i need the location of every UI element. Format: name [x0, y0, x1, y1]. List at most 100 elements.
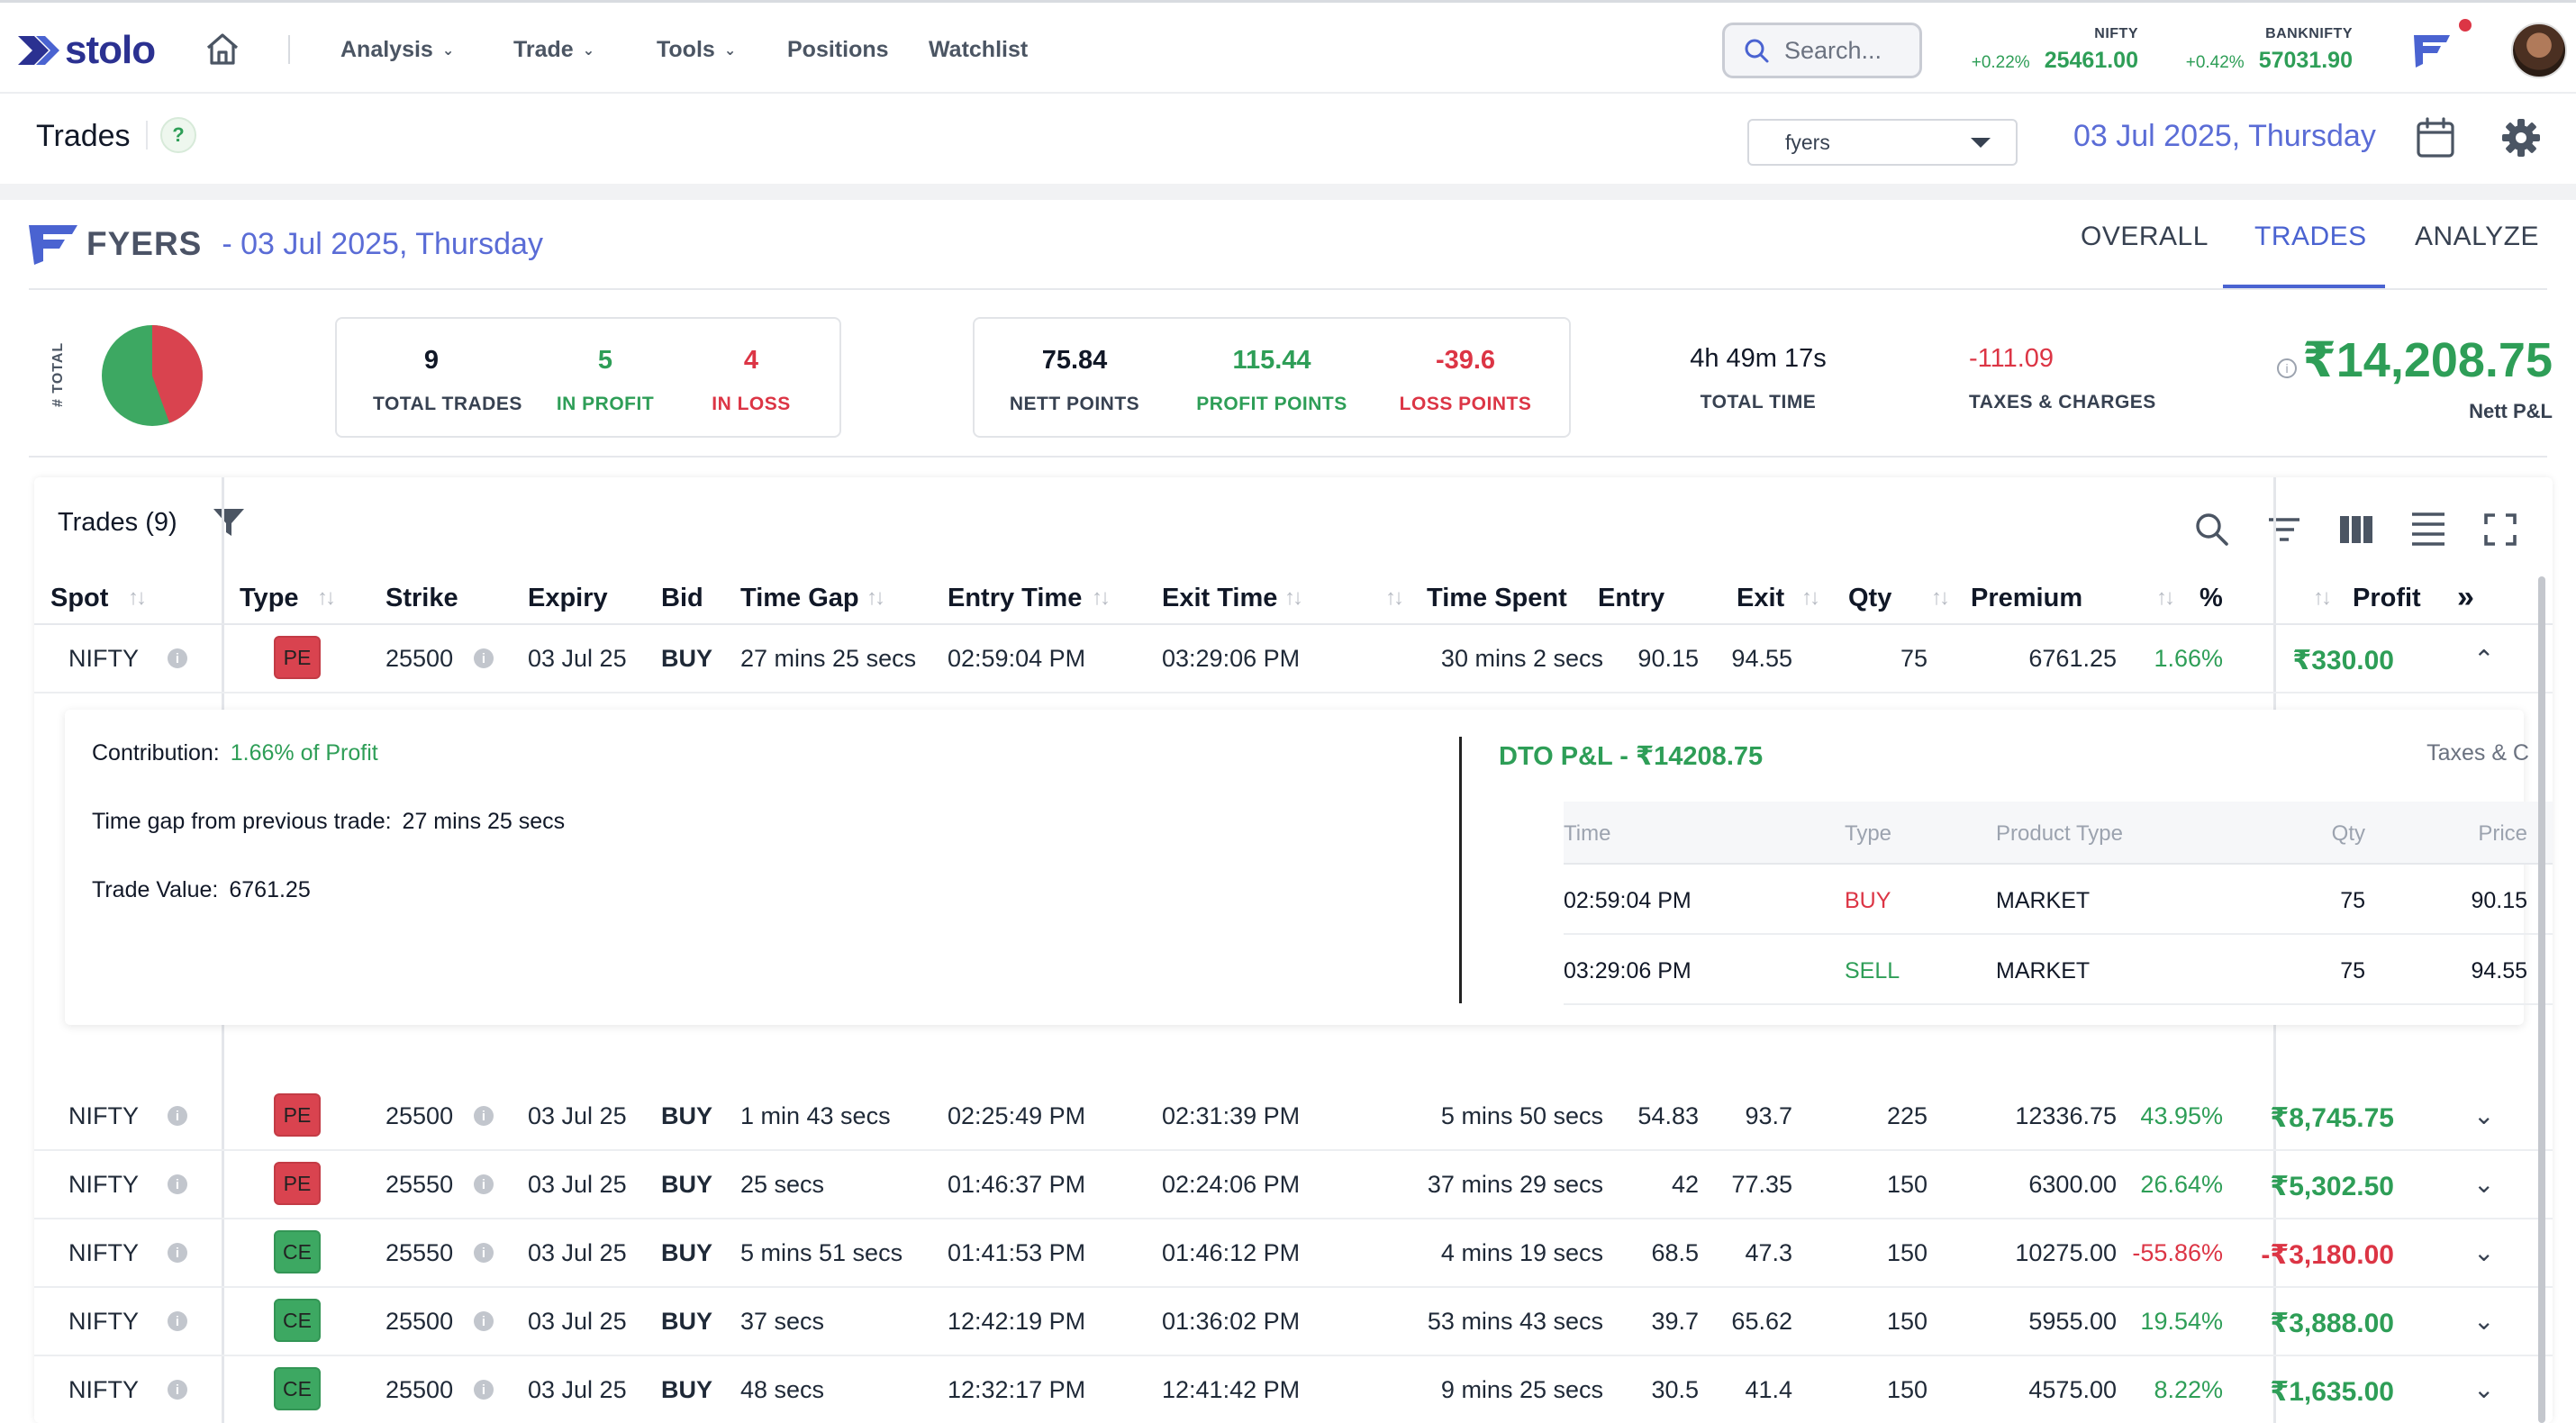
search-icon[interactable] [2192, 510, 2232, 549]
nav-tools[interactable]: Tools ⌄ [657, 37, 737, 62]
sort-icon[interactable]: ↑↓ [1931, 585, 1950, 610]
header-spot[interactable]: Spot [50, 584, 109, 612]
table-row[interactable]: NIFTY i PE 25500 i 03 Jul 25 BUY 27 mins… [34, 625, 2553, 693]
ticker-value: 57031.90 [2258, 48, 2353, 73]
header-time-spent[interactable]: Time Spent [1427, 584, 1567, 612]
info-icon[interactable]: i [474, 1243, 494, 1263]
header-percent[interactable]: % [2200, 584, 2223, 612]
header-strike[interactable]: Strike [385, 584, 458, 612]
expand-icon[interactable]: ⌄ [2473, 1375, 2495, 1403]
stolo-logo-icon [18, 36, 59, 65]
header-exit-time[interactable]: Exit Time [1162, 584, 1278, 612]
info-icon[interactable]: i [168, 1380, 187, 1400]
expand-icon[interactable]: ⌄ [2473, 1238, 2495, 1266]
info-icon[interactable]: i [474, 1311, 494, 1331]
table-row[interactable]: NIFTY i PE 25550 i 03 Jul 25 BUY 25 secs… [34, 1151, 2553, 1219]
info-icon[interactable]: i [474, 1106, 494, 1126]
sort-icon[interactable]: ↑↓ [128, 585, 147, 610]
columns-icon[interactable] [2336, 510, 2376, 549]
info-icon[interactable]: i [474, 648, 494, 668]
cell-exit: 77.35 [1731, 1171, 1792, 1198]
stat-loss-points: -39.6 LOSS POINTS [1389, 346, 1542, 415]
header-premium[interactable]: Premium [1971, 584, 2083, 612]
sort-icon[interactable]: ↑↓ [2313, 585, 2332, 610]
info-icon[interactable]: i [168, 1106, 187, 1126]
chevron-down-icon: ⌄ [441, 42, 455, 59]
header-time-gap[interactable]: Time Gap [740, 584, 859, 612]
info-icon[interactable]: i [2277, 358, 2297, 378]
sort-icon[interactable]: ↑↓ [866, 585, 885, 610]
orders-header-price: Price [2478, 821, 2527, 846]
sort-icon[interactable]: ↑↓ [1385, 585, 1404, 610]
stat-in-profit: 5 IN PROFIT [551, 346, 659, 415]
collapse-icon[interactable]: ⌄ [2473, 644, 2495, 672]
nav-positions[interactable]: Positions [787, 37, 889, 62]
order-row: 02:59:04 PM BUY MARKET 75 90.15 [1564, 865, 2553, 935]
cell-entry-time: 01:46:37 PM [948, 1171, 1086, 1198]
trade-details: Contribution: 1.66% of Profit Time gap fr… [65, 710, 2553, 1025]
sort-icon[interactable]: ↑↓ [1801, 585, 1820, 610]
expand-icon[interactable]: ⌄ [2473, 1307, 2495, 1335]
header-exit[interactable]: Exit [1737, 584, 1785, 612]
info-icon[interactable]: i [474, 1380, 494, 1400]
tab-analyze[interactable]: ANALYZE [2415, 222, 2539, 251]
trades-table-panel: Trades (9) Spot [34, 477, 2553, 1423]
scrollbar[interactable] [2538, 576, 2545, 1423]
broker-date: - 03 Jul 2025, Thursday [222, 226, 543, 261]
avatar[interactable] [2511, 23, 2567, 78]
sort-icon[interactable]: ↑↓ [1284, 585, 1303, 610]
table-row[interactable]: NIFTY i CE 25550 i 03 Jul 25 BUY 5 mins … [34, 1219, 2553, 1288]
sort-icon[interactable]: ↑↓ [1092, 585, 1111, 610]
cell-time-gap: 1 min 43 secs [740, 1102, 891, 1129]
ticker-banknifty[interactable]: BANKNIFTY +0.42% 57031.90 [2176, 26, 2353, 74]
header-profit[interactable]: Profit [2353, 584, 2421, 612]
header-bid[interactable]: Bid [661, 584, 703, 612]
selected-date[interactable]: 03 Jul 2025, Thursday [2073, 119, 2376, 153]
cell-expiry: 03 Jul 25 [528, 1239, 627, 1266]
stolo-logo[interactable]: stolo [18, 28, 156, 73]
cell-entry: 90.15 [1637, 645, 1699, 672]
info-icon[interactable]: i [168, 1174, 187, 1194]
header-qty[interactable]: Qty [1848, 584, 1892, 612]
header-expiry[interactable]: Expiry [528, 584, 608, 612]
cell-expiry: 03 Jul 25 [528, 645, 627, 672]
order-row: 03:29:06 PM SELL MARKET 75 94.55 [1564, 935, 2553, 1005]
filter-icon[interactable] [211, 504, 247, 540]
fyers-broker-icon[interactable] [2410, 32, 2454, 68]
broker-select[interactable]: fyers [1747, 119, 2018, 166]
sort-icon[interactable]: ↑↓ [317, 585, 336, 610]
home-icon[interactable] [204, 30, 241, 68]
expand-icon[interactable]: ⌄ [2473, 1101, 2495, 1129]
nav-watchlist[interactable]: Watchlist [929, 37, 1029, 62]
nett-pnl-value: ₹14,208.75 [2302, 333, 2553, 387]
cell-qty: 150 [1886, 1308, 1927, 1335]
header-entry[interactable]: Entry [1598, 584, 1665, 612]
calendar-icon[interactable] [2416, 117, 2455, 159]
header-entry-time[interactable]: Entry Time [948, 584, 1083, 612]
title-separator [146, 121, 148, 150]
info-icon[interactable]: i [168, 648, 187, 668]
header-type[interactable]: Type [240, 584, 299, 612]
tab-trades[interactable]: TRADES [2254, 222, 2367, 251]
expand-icon[interactable]: ⌄ [2473, 1170, 2495, 1198]
more-columns-icon[interactable]: » [2457, 580, 2474, 614]
sort-icon[interactable]: ↑↓ [2156, 585, 2175, 610]
info-icon[interactable]: i [168, 1311, 187, 1331]
gear-icon[interactable] [2500, 117, 2542, 159]
nav-trade[interactable]: Trade ⌄ [513, 37, 595, 62]
fullscreen-icon[interactable] [2481, 510, 2520, 549]
table-row[interactable]: NIFTY i PE 25500 i 03 Jul 25 BUY 1 min 4… [34, 1083, 2553, 1151]
table-row[interactable]: NIFTY i CE 25500 i 03 Jul 25 BUY 37 secs… [34, 1288, 2553, 1356]
info-icon[interactable]: i [474, 1174, 494, 1194]
order-qty: 75 [2340, 888, 2365, 913]
density-icon[interactable] [2408, 510, 2448, 549]
time-gap-label: Time gap from previous trade: [92, 809, 392, 834]
tab-overall[interactable]: OVERALL [2081, 222, 2209, 251]
filter-list-icon[interactable] [2264, 510, 2304, 549]
search-input[interactable]: Search... [1722, 23, 1922, 78]
nav-analysis[interactable]: Analysis ⌄ [340, 37, 455, 62]
ticker-nifty[interactable]: NIFTY +0.22% 25461.00 [1962, 26, 2138, 74]
info-icon[interactable]: i [168, 1243, 187, 1263]
table-row[interactable]: NIFTY i CE 25500 i 03 Jul 25 BUY 48 secs… [34, 1356, 2553, 1423]
help-icon[interactable]: ? [160, 117, 196, 153]
